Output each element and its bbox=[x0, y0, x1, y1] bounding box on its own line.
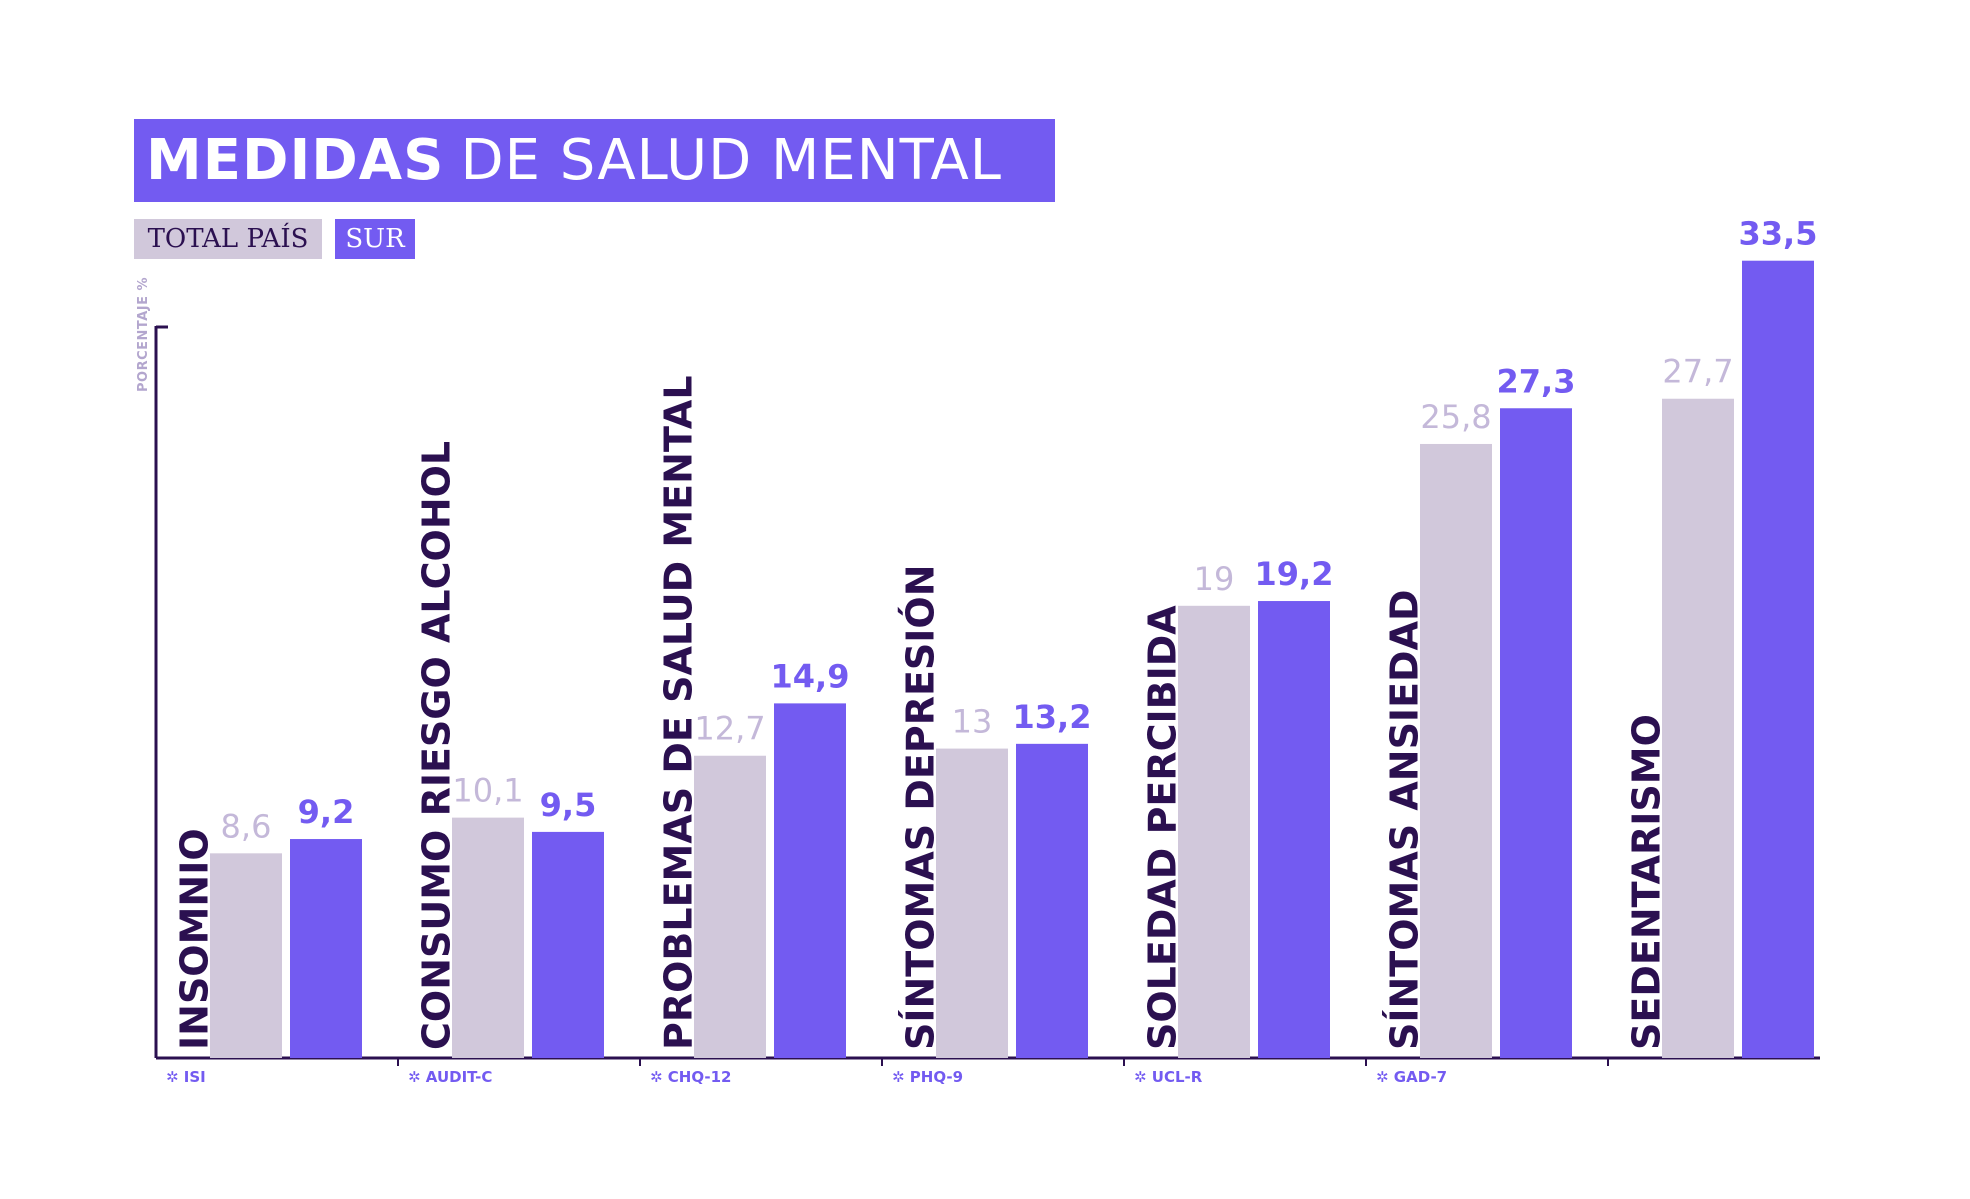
bar-total-pais-consumo-riesgo-alcohol bbox=[452, 817, 524, 1058]
value-label-total-pais-sintomas-ansiedad: 25,8 bbox=[1420, 398, 1491, 436]
chart-title: MEDIDAS DE SALUD MENTAL bbox=[134, 119, 1055, 202]
chart-title-bold: MEDIDAS bbox=[146, 128, 445, 193]
bar-sur-insomnio bbox=[290, 839, 362, 1058]
value-label-sur-consumo-riesgo-alcohol: 9,5 bbox=[540, 786, 597, 824]
category-label-soledad-percibida: SOLEDAD PERCIBIDA bbox=[1141, 605, 1185, 1050]
category-label-sedentarismo: SEDENTARISMO bbox=[1625, 714, 1669, 1050]
bar-sur-problemas-de-salud-mental bbox=[774, 703, 846, 1058]
bar-sur-consumo-riesgo-alcohol bbox=[532, 831, 604, 1058]
value-label-total-pais-sintomas-depresion: 13 bbox=[952, 703, 993, 741]
value-label-sur-problemas-de-salud-mental: 14,9 bbox=[771, 657, 850, 695]
bar-total-pais-sintomas-depresion bbox=[936, 748, 1008, 1058]
bar-total-pais-problemas-de-salud-mental bbox=[694, 755, 766, 1058]
scale-label-consumo-riesgo-alcohol: ✲ AUDIT-C bbox=[408, 1068, 492, 1086]
value-label-total-pais-insomnio: 8,6 bbox=[221, 807, 272, 845]
value-label-sur-sintomas-depresion: 13,2 bbox=[1013, 698, 1092, 736]
value-label-sur-sedentarismo: 33,5 bbox=[1739, 215, 1818, 253]
bar-total-pais-insomnio bbox=[210, 853, 282, 1058]
scale-label-sintomas-ansiedad: ✲ GAD-7 bbox=[1376, 1068, 1447, 1086]
scale-label-insomnio: ✲ ISI bbox=[166, 1068, 206, 1086]
category-label-problemas-de-salud-mental: PROBLEMAS DE SALUD MENTAL bbox=[657, 375, 701, 1050]
value-label-total-pais-soledad-percibida: 19 bbox=[1194, 560, 1235, 598]
scale-label-problemas-de-salud-mental: ✲ CHQ-12 bbox=[650, 1068, 731, 1086]
bar-sur-sintomas-depresion bbox=[1016, 743, 1088, 1058]
value-label-total-pais-sedentarismo: 27,7 bbox=[1662, 353, 1733, 391]
category-label-sintomas-depresion: SÍNTOMAS DEPRESIÓN bbox=[899, 564, 943, 1050]
value-label-total-pais-problemas-de-salud-mental: 12,7 bbox=[694, 710, 765, 748]
chart-title-light: DE SALUD MENTAL bbox=[460, 128, 1002, 193]
legend-total-pais: TOTAL PAÍS bbox=[134, 219, 322, 259]
value-label-sur-insomnio: 9,2 bbox=[298, 793, 355, 831]
category-label-sintomas-ansiedad: SÍNTOMAS ANSIEDAD bbox=[1383, 589, 1427, 1050]
legend-sur: SUR bbox=[335, 219, 415, 259]
category-label-consumo-riesgo-alcohol: CONSUMO RIESGO ALCOHOL bbox=[415, 441, 459, 1050]
bar-total-pais-sintomas-ansiedad bbox=[1420, 443, 1492, 1059]
category-label-insomnio: INSOMNIO bbox=[173, 828, 217, 1050]
value-label-sur-soledad-percibida: 19,2 bbox=[1255, 555, 1334, 593]
bar-sur-soledad-percibida bbox=[1258, 601, 1330, 1058]
bar-total-pais-sedentarismo bbox=[1662, 398, 1734, 1058]
scale-label-soledad-percibida: ✲ UCL-R bbox=[1134, 1068, 1203, 1086]
bar-sur-sedentarismo bbox=[1742, 260, 1814, 1058]
value-label-sur-sintomas-ansiedad: 27,3 bbox=[1497, 362, 1576, 400]
bar-sur-sintomas-ansiedad bbox=[1500, 408, 1572, 1058]
scale-label-sintomas-depresion: ✲ PHQ-9 bbox=[892, 1068, 963, 1086]
bar-total-pais-soledad-percibida bbox=[1178, 605, 1250, 1058]
value-label-total-pais-consumo-riesgo-alcohol: 10,1 bbox=[452, 772, 523, 810]
